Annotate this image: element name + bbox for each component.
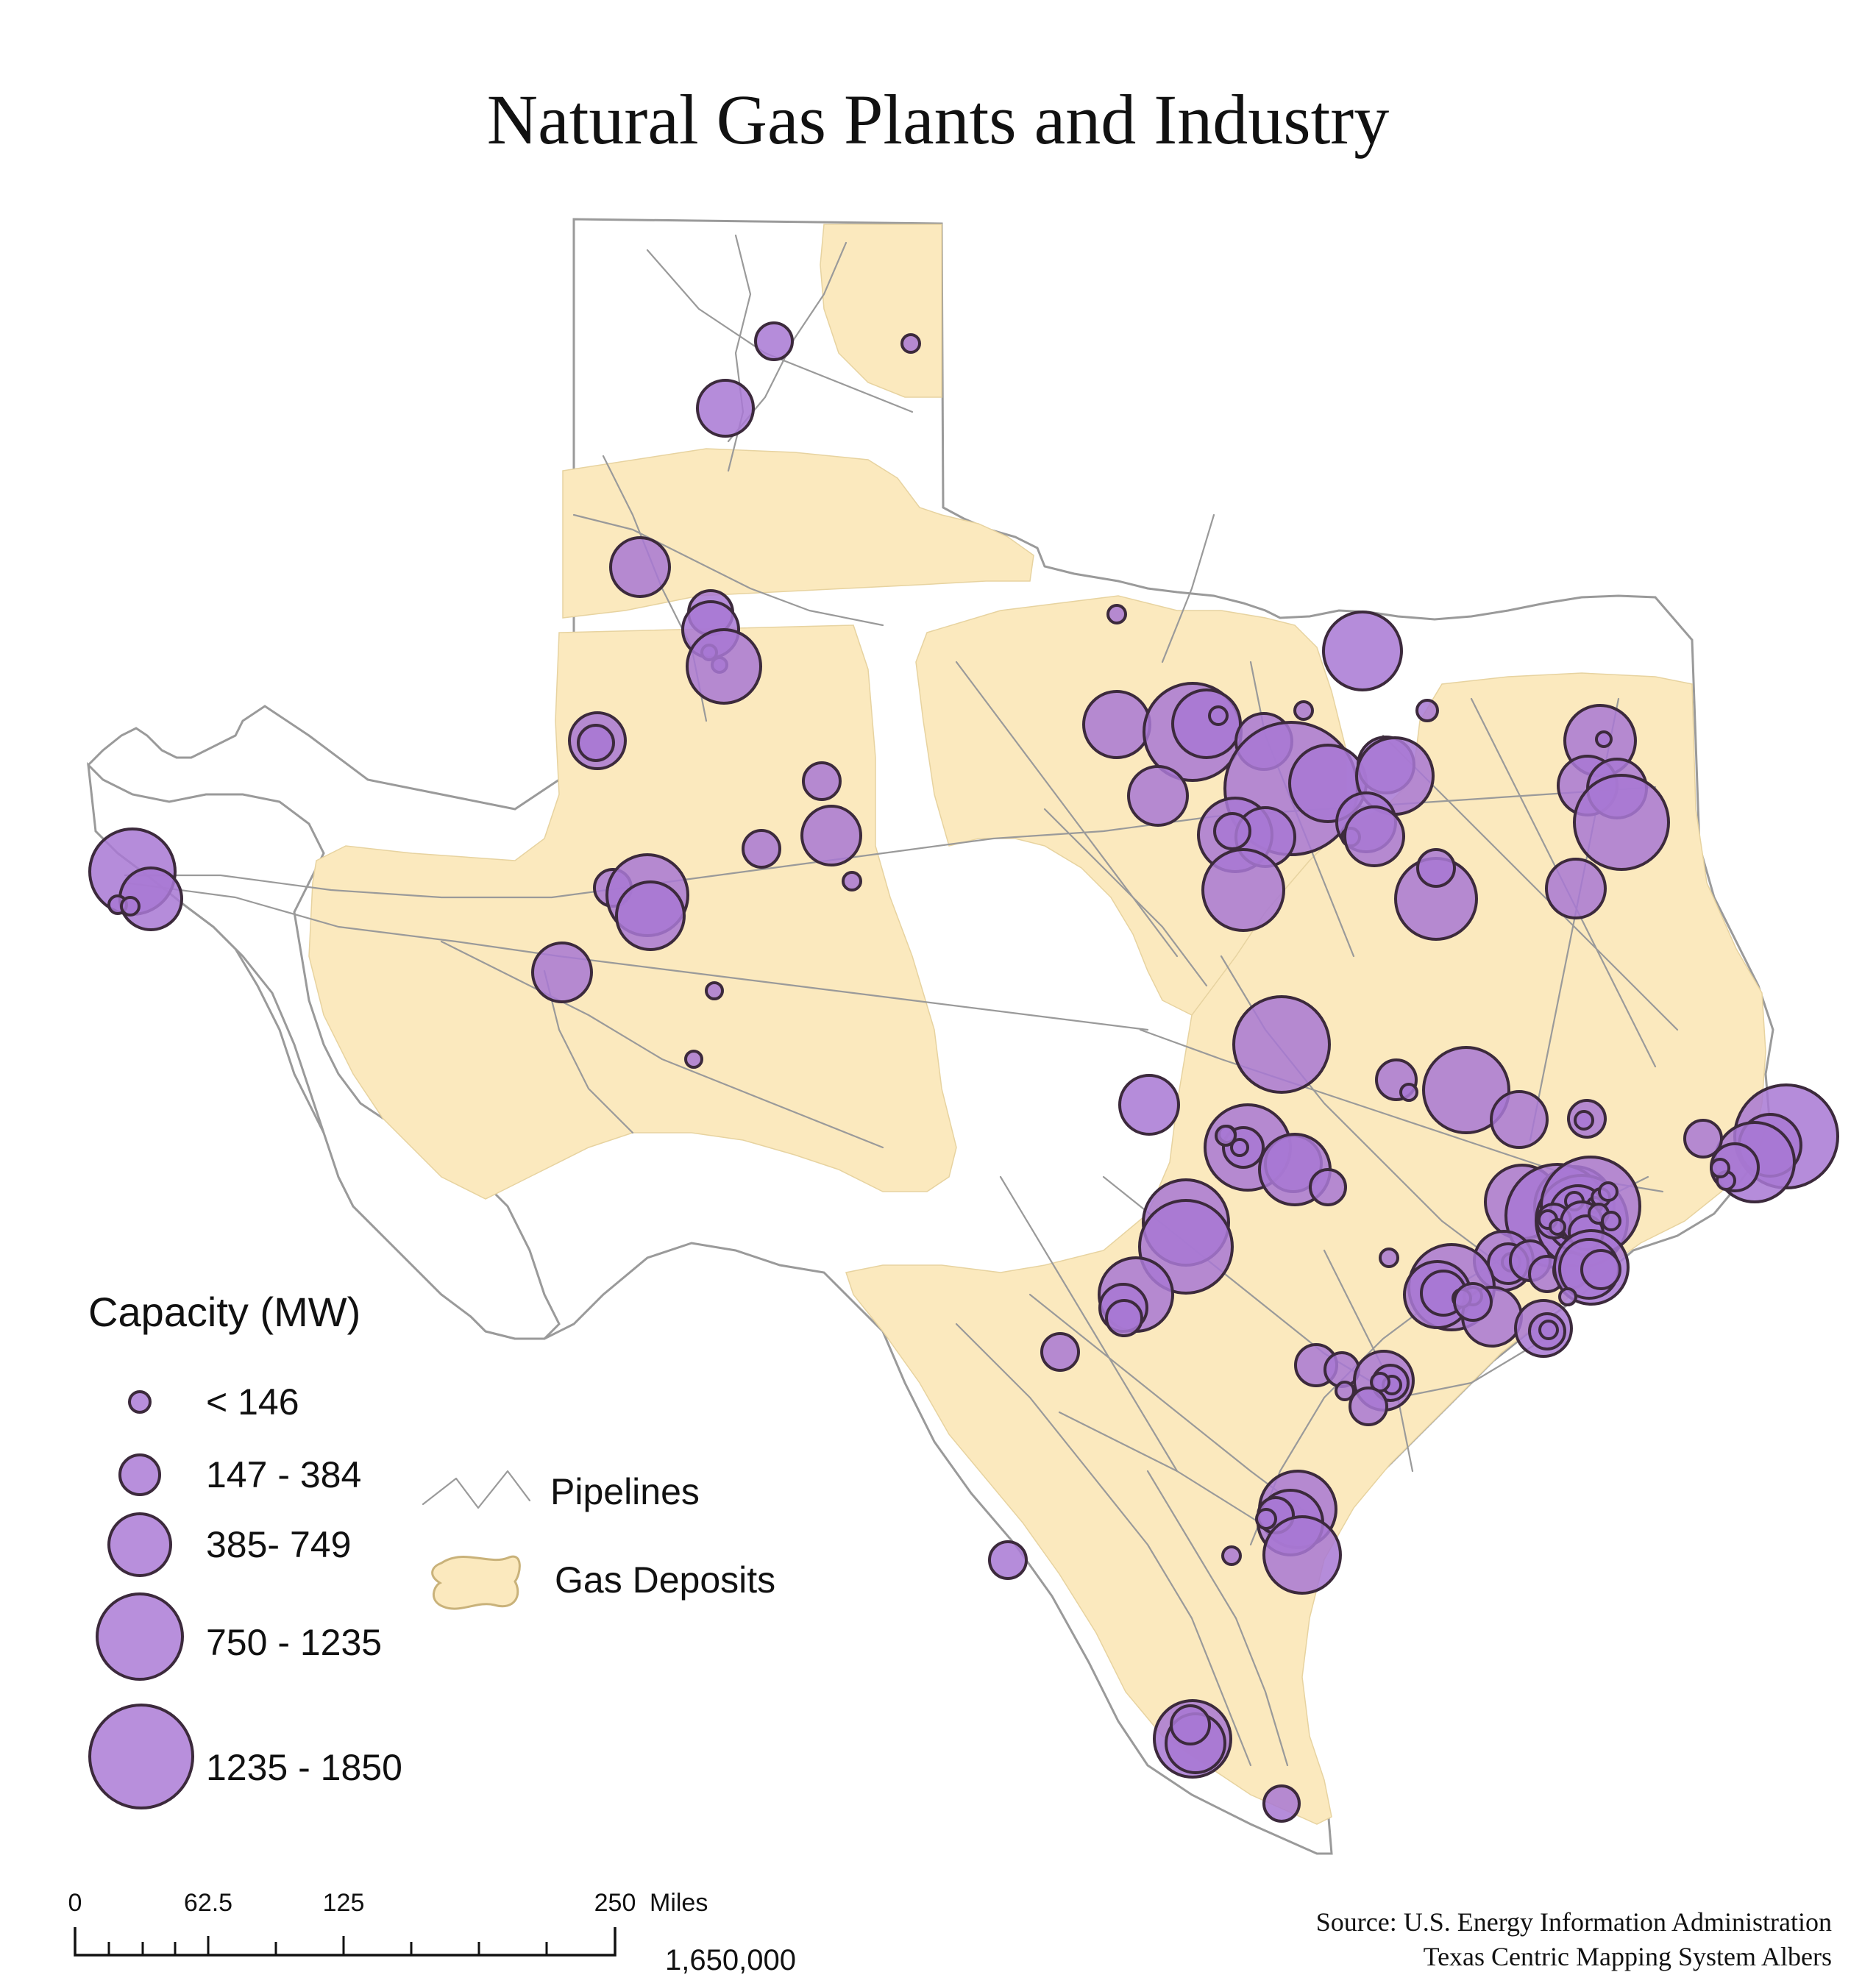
plant-marker bbox=[1683, 1119, 1723, 1158]
legend-title: Capacity (MW) bbox=[88, 1289, 360, 1335]
plant-marker bbox=[988, 1540, 1028, 1580]
scale-bar-ticks bbox=[107, 1936, 548, 1955]
source-line-2: Texas Centric Mapping System Albers bbox=[1424, 1942, 1832, 1971]
plant-marker bbox=[1415, 699, 1439, 722]
plant-marker bbox=[1549, 1218, 1566, 1236]
plant-marker bbox=[1601, 1211, 1621, 1231]
legend-label-large: 750 - 1235 bbox=[206, 1622, 382, 1663]
plant-marker bbox=[1538, 1320, 1559, 1340]
plant-marker bbox=[1293, 700, 1314, 721]
scale-tick-62-5: 62.5 bbox=[184, 1889, 232, 1917]
plant-marker bbox=[742, 829, 781, 869]
plant-marker bbox=[1309, 1168, 1347, 1206]
plant-marker bbox=[1573, 774, 1670, 871]
legend: Capacity (MW) < 146 147 - 384 385- 749 7… bbox=[88, 1289, 775, 1809]
plant-marker bbox=[1322, 611, 1403, 691]
plant-marker bbox=[1262, 1515, 1342, 1595]
map-title: Natural Gas Plants and Industry bbox=[487, 80, 1389, 159]
scale-tick-250: 250 bbox=[594, 1889, 636, 1917]
plant-marker bbox=[1545, 858, 1607, 919]
plant-marker bbox=[1574, 1110, 1594, 1131]
legend-label-medium: 385- 749 bbox=[206, 1524, 351, 1565]
plant-marker bbox=[1171, 688, 1242, 759]
texas-west-tip bbox=[87, 761, 561, 1340]
plant-marker bbox=[1082, 690, 1151, 759]
plant-marker bbox=[800, 805, 862, 866]
plant-marker bbox=[1127, 765, 1189, 827]
plant-marker bbox=[1230, 1138, 1249, 1157]
legend-symbol-large bbox=[96, 1592, 184, 1681]
scale-bar-line bbox=[74, 1927, 617, 1957]
legend-label-tiny: < 146 bbox=[206, 1381, 299, 1423]
legend-symbol-small bbox=[118, 1453, 161, 1496]
plant-marker bbox=[1580, 1249, 1621, 1290]
legend-deposits-label: Gas Deposits bbox=[555, 1559, 775, 1601]
plant-marker bbox=[842, 871, 862, 891]
legend-label-small: 147 - 384 bbox=[206, 1454, 361, 1495]
plant-marker bbox=[1221, 1545, 1242, 1566]
plant-marker bbox=[684, 1050, 703, 1069]
scale-ratio: 1,650,000 bbox=[665, 1944, 796, 1976]
power-plants-layer bbox=[88, 321, 1839, 1823]
plant-marker bbox=[1208, 705, 1229, 726]
plant-marker bbox=[531, 942, 593, 1003]
plant-marker bbox=[615, 880, 686, 951]
plant-marker bbox=[1595, 730, 1613, 748]
legend-symbol-xlarge bbox=[88, 1704, 194, 1809]
gas-deposit-east-south bbox=[845, 672, 1766, 1825]
plant-marker bbox=[1349, 1387, 1388, 1426]
plant-marker bbox=[686, 628, 762, 705]
plant-marker bbox=[1379, 1248, 1399, 1268]
legend-label-xlarge: 1235 - 1850 bbox=[206, 1747, 402, 1788]
plant-marker bbox=[1335, 1381, 1355, 1401]
plant-marker bbox=[609, 536, 671, 598]
legend-pipelines-label: Pipelines bbox=[550, 1471, 700, 1512]
plant-marker bbox=[1040, 1332, 1080, 1372]
plant-marker bbox=[900, 333, 921, 354]
plant-marker bbox=[1118, 1074, 1180, 1136]
plant-marker bbox=[1213, 812, 1251, 850]
plant-marker bbox=[1399, 1083, 1418, 1102]
plant-marker bbox=[1215, 1125, 1237, 1147]
legend-symbol-tiny bbox=[128, 1390, 152, 1414]
source-line-1: Source: U.S. Energy Information Administ… bbox=[1316, 1907, 1832, 1937]
plant-marker bbox=[705, 981, 724, 1000]
plant-marker bbox=[754, 321, 794, 361]
scale-tick-125: 125 bbox=[323, 1889, 365, 1917]
gas-deposit-panhandle-north bbox=[820, 224, 942, 398]
plant-marker bbox=[696, 379, 755, 438]
plant-marker bbox=[1262, 1784, 1301, 1823]
legend-symbol-medium bbox=[107, 1512, 172, 1577]
plant-marker bbox=[1710, 1158, 1730, 1178]
plant-marker bbox=[1453, 1282, 1493, 1322]
legend-deposits-symbol bbox=[431, 1555, 521, 1610]
plant-marker bbox=[1343, 805, 1405, 867]
legend-pipelines-symbol bbox=[422, 1470, 531, 1509]
plant-marker bbox=[1255, 1508, 1277, 1530]
scale-bar: 0 62.5 125 250 Miles 1,650,000 bbox=[68, 1889, 796, 1976]
plant-marker bbox=[1201, 848, 1285, 932]
plant-marker bbox=[1598, 1181, 1619, 1202]
plant-marker bbox=[577, 724, 615, 762]
plant-marker bbox=[1416, 848, 1456, 888]
plant-marker bbox=[1490, 1090, 1549, 1149]
plant-marker bbox=[120, 896, 141, 917]
scale-unit: Miles bbox=[650, 1889, 708, 1917]
plant-marker bbox=[1422, 1046, 1510, 1134]
plant-marker bbox=[1558, 1287, 1577, 1306]
plant-marker bbox=[1232, 995, 1331, 1094]
plant-marker bbox=[1170, 1704, 1211, 1745]
plant-marker bbox=[1106, 604, 1127, 624]
plant-marker bbox=[802, 761, 842, 801]
scale-tick-0: 0 bbox=[68, 1889, 82, 1917]
plant-marker bbox=[1105, 1299, 1143, 1337]
